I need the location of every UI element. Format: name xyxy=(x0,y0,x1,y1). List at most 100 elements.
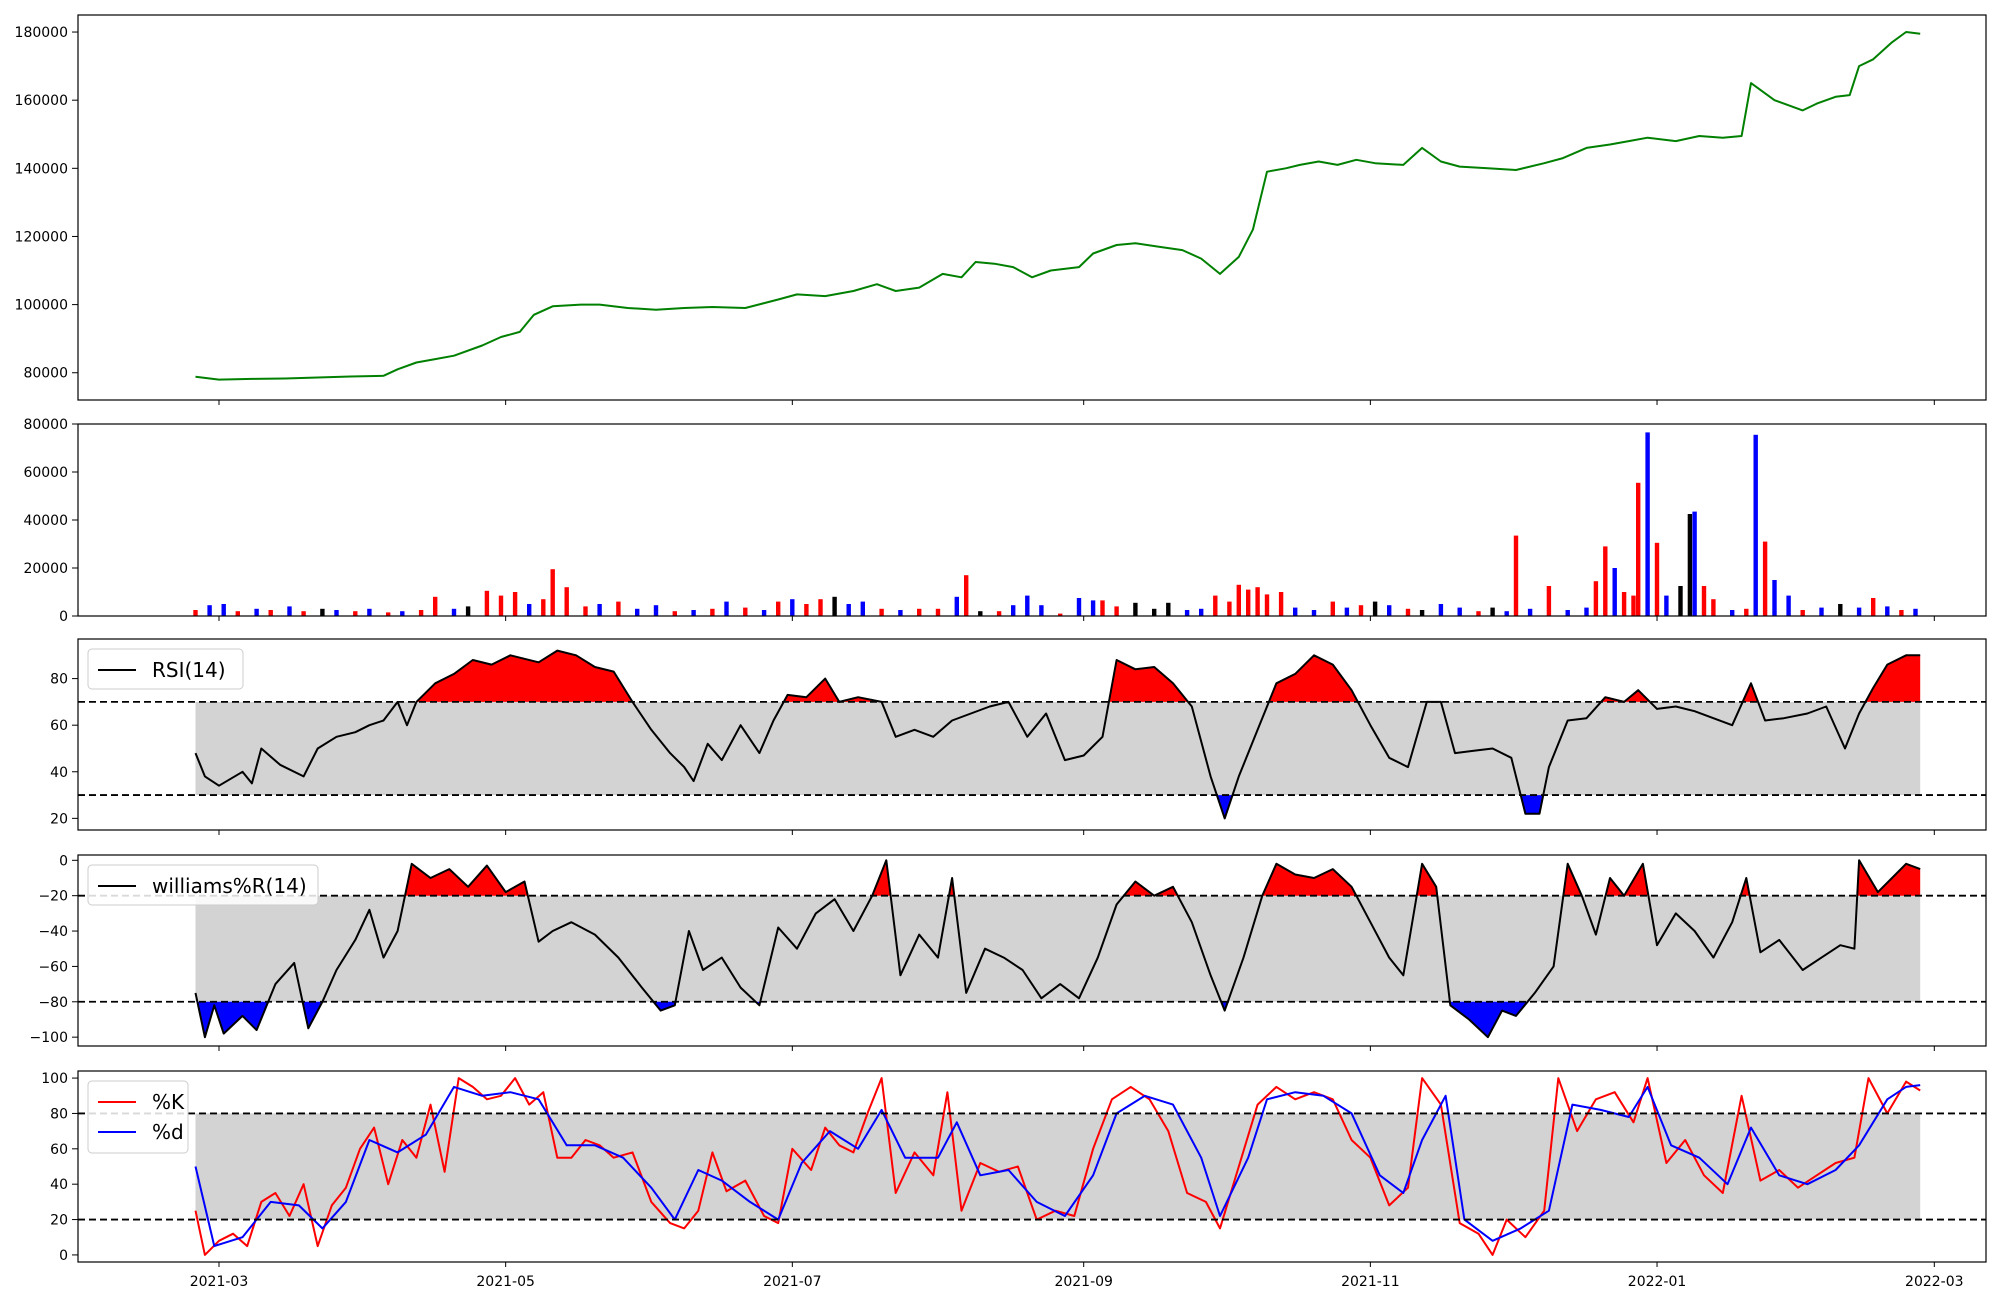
volume-bar xyxy=(1664,595,1669,616)
volume-bar xyxy=(1654,542,1660,616)
panel-frame xyxy=(77,1070,1987,1263)
d-line xyxy=(194,1084,1921,1248)
volume-bar xyxy=(1039,605,1044,616)
volume-bar xyxy=(1133,602,1138,616)
volume-bar xyxy=(1457,607,1462,616)
overbought-fill xyxy=(872,860,891,896)
volume-bar xyxy=(954,596,959,616)
y-tick-label: 0 xyxy=(59,609,68,625)
volume-bar xyxy=(1692,511,1697,616)
volume-bar xyxy=(207,605,212,616)
volume-bar xyxy=(367,608,372,616)
volume-bar xyxy=(221,604,226,616)
volume-bar xyxy=(1711,599,1716,616)
volume-bar xyxy=(1311,610,1317,616)
legend: RSI(14) xyxy=(87,648,244,690)
volume-bar xyxy=(846,604,851,616)
volume-bar xyxy=(898,610,903,616)
volume-bar xyxy=(353,611,358,616)
legend: williams%R(14) xyxy=(87,864,319,906)
price-line xyxy=(195,31,1921,381)
legend-label: %K xyxy=(152,1090,185,1114)
oversold-fill xyxy=(1449,1001,1528,1038)
volume-bar xyxy=(1786,595,1791,616)
volume-bar xyxy=(1856,607,1862,616)
volume-bar xyxy=(1546,586,1552,616)
volume-bar xyxy=(1885,606,1890,616)
volume-bar xyxy=(1621,592,1627,616)
volume-bar xyxy=(1358,605,1364,616)
volume-bar xyxy=(1899,610,1904,616)
legend-box xyxy=(87,864,319,906)
volume-bar xyxy=(1772,580,1777,616)
volume-bar xyxy=(235,611,240,616)
volume-bar xyxy=(1678,586,1683,616)
volume-bar xyxy=(1090,600,1096,616)
volume-bar xyxy=(672,611,677,616)
legend: %K %d xyxy=(87,1080,189,1154)
y-tick-label: −20 xyxy=(38,889,68,905)
volume-bar xyxy=(1819,607,1824,616)
rsi-line xyxy=(194,649,1921,820)
y-tick-label: 60 xyxy=(50,718,68,734)
overbought-fill xyxy=(416,650,633,702)
overbought-fill xyxy=(1123,881,1155,896)
y-tick-label: 80 xyxy=(50,672,68,688)
williams-r-panel: 0 −20 −40 −60 −80 −100 williams%R(14) xyxy=(30,853,1987,1051)
overbought-fill xyxy=(1742,683,1759,702)
volume-bar xyxy=(710,608,715,616)
volume-bar xyxy=(1344,607,1350,616)
panel-frame xyxy=(77,638,1987,831)
overbought-fill xyxy=(405,863,528,896)
volume-bar xyxy=(1730,610,1735,616)
x-tick-label: 2021-05 xyxy=(476,1274,535,1290)
volume-bar xyxy=(268,610,273,616)
volume-bar xyxy=(193,610,198,616)
volume-bar xyxy=(1419,610,1425,616)
date-axis: 2021-03 2021-05 2021-07 2021-09 2021-11 2022-… xyxy=(190,1274,1964,1290)
volume-bar xyxy=(418,610,424,616)
volume-bar xyxy=(287,606,292,616)
volume-bar xyxy=(1838,604,1843,616)
panel-frame xyxy=(77,854,1987,1047)
volume-bar xyxy=(743,607,748,616)
volume-bar xyxy=(301,611,306,616)
volume-bar xyxy=(1593,581,1599,616)
volume-bar xyxy=(451,608,457,616)
volume-bar xyxy=(1199,608,1204,616)
legend-label: RSI(14) xyxy=(152,658,226,682)
volume-bar xyxy=(832,596,837,616)
volume-bar xyxy=(1603,546,1608,616)
k-line xyxy=(194,1077,1921,1256)
volume-bar xyxy=(996,611,1002,616)
y-tick-label: 60000 xyxy=(23,465,68,481)
overbought-fill xyxy=(1865,655,1921,702)
volume-bar xyxy=(564,587,569,616)
volume-bar xyxy=(1913,608,1918,616)
volume-bar xyxy=(254,608,259,616)
x-tick-label: 2021-11 xyxy=(1341,1274,1400,1290)
volume-bar xyxy=(1387,605,1392,616)
volume-bar xyxy=(1527,608,1533,616)
volume-bar xyxy=(400,611,405,616)
overbought-fill xyxy=(1624,690,1650,702)
y-tick-label: 20000 xyxy=(23,561,68,577)
volume-bar xyxy=(691,610,696,616)
volume-bar xyxy=(1255,587,1260,616)
y-tick-label: 180000 xyxy=(15,25,68,41)
y-tick-label: 100000 xyxy=(15,298,68,314)
volume-bar xyxy=(433,596,438,616)
volume-bar xyxy=(1405,608,1411,616)
volume-bar xyxy=(1701,586,1707,616)
threshold-band xyxy=(195,895,1921,1002)
volume-bar xyxy=(527,604,532,616)
volume-bar xyxy=(935,608,941,616)
volume-bar xyxy=(1687,514,1693,616)
overbought-fill xyxy=(783,678,840,702)
volume-bar xyxy=(776,601,781,616)
volume-bar xyxy=(1871,598,1876,616)
y-tick-label: 60 xyxy=(50,1142,68,1158)
volume-bar xyxy=(1213,595,1218,616)
volume-bar xyxy=(1636,482,1641,616)
price-panel: 80000 100000 120000 140000 160000 180000 xyxy=(15,14,1987,405)
